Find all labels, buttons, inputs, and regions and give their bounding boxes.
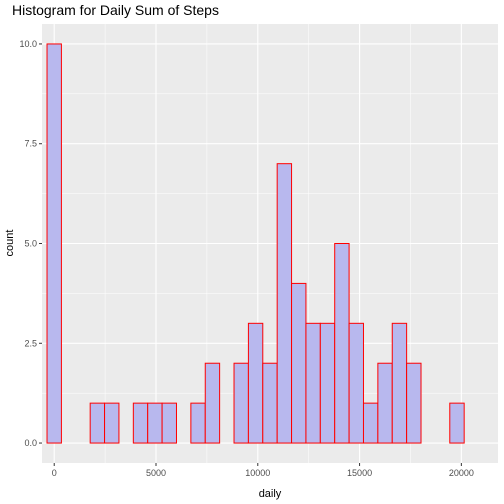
histogram-bar (89, 402, 106, 444)
x-tick-label: 15000 (347, 468, 372, 478)
histogram-bar (132, 402, 149, 444)
x-tick-label: 5000 (146, 468, 166, 478)
histogram-bar (319, 322, 336, 444)
y-tick-label: 5.0 (24, 239, 37, 249)
histogram-bar (305, 322, 321, 444)
x-axis-title: daily (259, 488, 282, 500)
histogram-bar (377, 362, 393, 444)
histogram-bar (161, 402, 177, 444)
histogram-bar (348, 322, 364, 444)
x-tick-label: 20000 (449, 468, 474, 478)
histogram-bar (334, 243, 350, 444)
x-tick-label: 10000 (245, 468, 270, 478)
histogram-bar (190, 402, 206, 444)
histogram-bar (204, 362, 221, 444)
y-axis: 0.0 2.5 5.0 7.5 10.0 (19, 39, 42, 448)
histogram-bar (247, 322, 264, 444)
histogram-bar (362, 402, 379, 444)
y-tick-label: 10.0 (19, 39, 37, 49)
histogram-bar (391, 322, 408, 444)
x-axis: 0 5000 10000 15000 20000 (52, 463, 474, 478)
y-tick-label: 2.5 (24, 338, 37, 348)
y-axis-title: count (4, 230, 16, 257)
histogram-bar (104, 402, 120, 444)
histogram-bar (276, 163, 293, 444)
histogram-bar (262, 362, 278, 444)
histogram-bar (46, 43, 62, 444)
x-tick-label: 0 (52, 468, 57, 478)
histogram-bar (406, 362, 422, 444)
histogram-bar (291, 282, 307, 444)
histogram-bar (233, 362, 249, 444)
histogram-bars (46, 43, 465, 444)
y-tick-label: 7.5 (24, 139, 37, 149)
y-tick-label: 0.0 (24, 438, 37, 448)
chart-title: Histogram for Daily Sum of Steps (12, 2, 219, 18)
histogram-bar (147, 402, 163, 444)
histogram-bar (449, 402, 465, 444)
